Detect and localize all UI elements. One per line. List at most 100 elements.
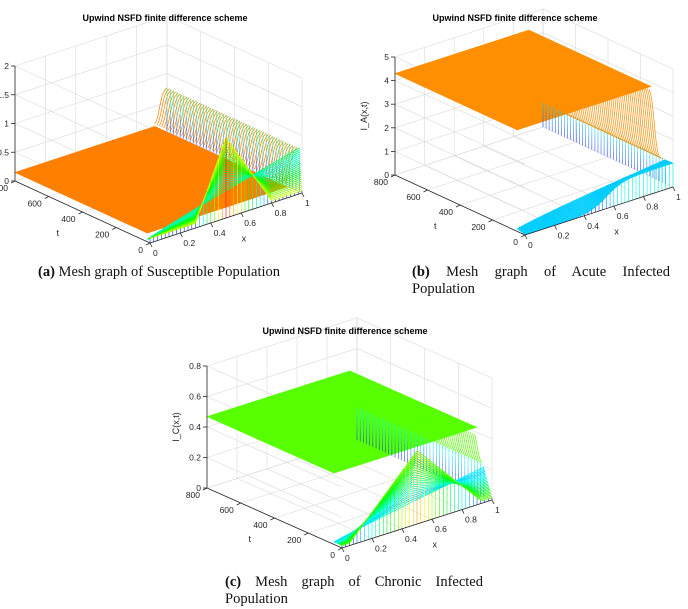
mesh-line: [446, 422, 455, 451]
mesh-line: [457, 426, 466, 456]
t-tick-label: 600: [220, 505, 234, 515]
mesh-line: [611, 72, 627, 142]
grid-line-z: [14, 44, 303, 108]
x-tick: [301, 192, 305, 198]
mesh-line: [368, 387, 377, 417]
mesh-line: [381, 392, 389, 422]
mesh-line: [616, 74, 631, 144]
mesh-line: [398, 400, 406, 430]
mesh-line: [395, 399, 404, 429]
t-axis-label: t: [249, 534, 252, 544]
x-tick: [491, 499, 495, 505]
mesh-line: [544, 41, 560, 111]
grid-line-z: [14, 73, 303, 136]
mesh-line: [599, 66, 615, 137]
mesh-line: [415, 407, 423, 437]
mesh-line: [577, 56, 593, 126]
mesh-line: [218, 116, 232, 154]
mesh-line: [421, 410, 430, 440]
mesh-line: [165, 92, 179, 130]
mesh-line: [448, 422, 457, 452]
mesh-line: [601, 67, 617, 138]
z-axis-label: I_A(x,t): [359, 101, 369, 130]
x-tick: [271, 202, 274, 208]
mesh-line: [646, 88, 662, 158]
mesh-line: [251, 132, 265, 169]
mesh-line: [589, 61, 605, 132]
caption-c-text: Mesh graph of Chronic Infected Populatio…: [225, 574, 483, 607]
t-tick-label: 400: [61, 214, 75, 224]
z-tick-label: 3: [384, 99, 389, 109]
caption-c: (c) Mesh graph of Chronic Infected Popul…: [225, 574, 483, 608]
x-tick-label: 1: [305, 198, 310, 208]
mesh-line: [585, 60, 600, 130]
x-axis-label: x: [614, 227, 619, 237]
grid-line-t-floor: [459, 156, 609, 206]
t-tick-label: 600: [28, 199, 42, 209]
mesh-line: [442, 420, 451, 450]
mesh-line: [463, 429, 472, 459]
caption-a-text: Mesh graph of Susceptible Population: [58, 264, 281, 280]
surface-a: [14, 126, 288, 234]
mesh-line: [548, 43, 564, 113]
t-tick-label: 600: [406, 192, 420, 202]
mesh-line: [379, 391, 387, 421]
x-tick: [240, 212, 244, 218]
mesh-line: [634, 82, 649, 153]
x-tick-label: 0.4: [405, 534, 417, 544]
mesh-line: [593, 63, 609, 134]
mesh-line: [472, 433, 480, 463]
front-profile: [148, 154, 302, 240]
t-tick-label: 800: [0, 183, 8, 193]
mesh-line: [172, 95, 185, 133]
mesh-line: [628, 79, 643, 150]
z-axis-label: I_C(x,t): [171, 412, 181, 442]
x-tick-label: 0.4: [587, 221, 599, 231]
mesh-line: [185, 101, 199, 139]
t-tick-label: 800: [186, 490, 200, 500]
mesh-line: [607, 70, 623, 140]
x-tick-label: 0: [528, 240, 533, 250]
mesh-line: [431, 415, 440, 445]
x-tick: [583, 215, 587, 220]
mesh-c: [333, 378, 493, 548]
mesh-line: [178, 98, 192, 136]
mesh-line: [595, 64, 611, 135]
caption-b: (b) Mesh graph of Acute Infected Populat…: [412, 264, 670, 298]
x-tick: [524, 234, 528, 240]
x-tick-label: 0.8: [275, 208, 287, 218]
mesh-plot-c: 00.20.40.60.81020040060080000.20.40.60.8…: [171, 317, 500, 563]
mesh-line: [372, 389, 381, 419]
mesh-plot-b: 00.20.40.60.810200400600800012345xtI_A(x…: [359, 8, 681, 250]
mesh-line: [540, 39, 556, 109]
z-tick-label: 1: [384, 146, 389, 156]
t-tick: [488, 219, 493, 223]
grid-line-x-floor: [513, 136, 644, 197]
x-tick: [672, 186, 676, 192]
mesh-line: [412, 406, 421, 436]
z-tick-label: 4: [384, 76, 389, 86]
mesh-line: [614, 73, 629, 143]
x-tick: [643, 196, 646, 201]
mesh-line: [423, 411, 432, 441]
x-tick-label: 0.2: [558, 230, 570, 240]
mesh-line: [366, 386, 375, 416]
axes-b: 00.20.40.60.810200400600800012345xtI_A(x…: [359, 52, 681, 250]
x-tick: [431, 519, 435, 524]
z-tick-label: 5: [384, 52, 389, 62]
z-tick-label: 1.5: [0, 90, 9, 100]
z-tick-label: 0.6: [189, 392, 201, 402]
mesh-line: [561, 48, 576, 119]
z-tick-label: 0.5: [0, 147, 9, 157]
plot-title: Upwind NSFD finite difference scheme: [82, 13, 247, 23]
mesh-line: [567, 51, 582, 122]
mesh-line: [434, 416, 442, 446]
mesh-line: [429, 414, 438, 444]
mesh-line: [351, 379, 360, 409]
z-tick-label: 2: [384, 123, 389, 133]
mesh-line: [277, 144, 291, 181]
surface-b: [394, 29, 652, 131]
z-tick-label: 0: [4, 176, 9, 186]
x-axis-line: [149, 192, 303, 244]
x-tick: [371, 538, 375, 543]
